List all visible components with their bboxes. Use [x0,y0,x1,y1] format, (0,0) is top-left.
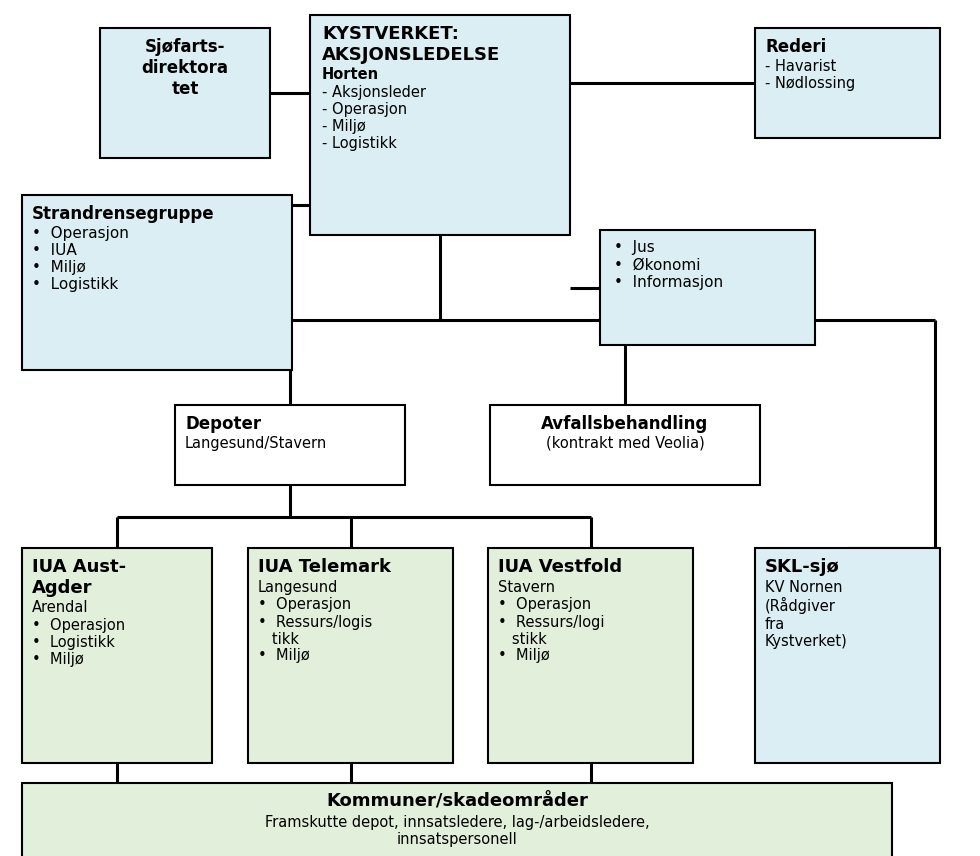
Text: •  Informasjon: • Informasjon [614,275,723,289]
FancyBboxPatch shape [755,548,940,763]
Text: - Havarist: - Havarist [765,58,836,74]
Text: •  Operasjon: • Operasjon [498,597,591,612]
Text: Rederi: Rederi [765,38,826,56]
FancyBboxPatch shape [22,548,212,763]
Text: - Miljø: - Miljø [322,119,366,134]
Text: •  Operasjon: • Operasjon [258,597,351,612]
Text: Arendal: Arendal [32,600,88,615]
Text: •  Miljø: • Miljø [32,260,86,275]
Text: (kontrakt med Veolia): (kontrakt med Veolia) [546,436,705,450]
Text: •  Ressurs/logis
   tikk: • Ressurs/logis tikk [258,615,372,647]
Text: - Aksjonsleder: - Aksjonsleder [322,85,426,99]
Text: Depoter: Depoter [185,415,261,433]
FancyBboxPatch shape [22,783,892,856]
Text: •  Operasjon: • Operasjon [32,617,125,633]
Text: •  Jus: • Jus [614,240,655,255]
Text: - Nødlossing: - Nødlossing [765,76,856,91]
Text: - Logistikk: - Logistikk [322,136,397,152]
Text: •  Ressurs/logi
   stikk: • Ressurs/logi stikk [498,615,605,647]
Text: IUA Aust-
Agder: IUA Aust- Agder [32,558,126,597]
Text: •  Miljø: • Miljø [32,652,83,667]
Text: Kommuner/skadeområder: Kommuner/skadeområder [326,793,588,811]
FancyBboxPatch shape [488,548,693,763]
FancyBboxPatch shape [600,230,815,345]
Text: •  IUA: • IUA [32,243,76,258]
Text: Sjøfarts-
direktora
tet: Sjøfarts- direktora tet [141,38,228,98]
Text: •  Logistikk: • Logistikk [32,635,115,650]
Text: IUA Telemark: IUA Telemark [258,558,391,576]
Text: innsatspersonell: innsatspersonell [397,832,517,847]
Text: •  Økonomi: • Økonomi [614,258,701,272]
Text: •  Logistikk: • Logistikk [32,277,119,293]
FancyBboxPatch shape [490,405,760,485]
Text: SKL-sjø: SKL-sjø [765,558,840,576]
Text: - Operasjon: - Operasjon [322,102,407,117]
Text: Langesund: Langesund [258,580,338,595]
FancyBboxPatch shape [755,28,940,138]
Text: Avfallsbehandling: Avfallsbehandling [541,415,709,433]
Text: IUA Vestfold: IUA Vestfold [498,558,622,576]
Text: Stavern: Stavern [498,580,555,595]
FancyBboxPatch shape [310,15,570,235]
Text: Horten: Horten [322,68,379,82]
Text: (Rådgiver
fra
Kystverket): (Rådgiver fra Kystverket) [765,597,848,649]
Text: KYSTVERKET:
AKSJONSLEDELSE: KYSTVERKET: AKSJONSLEDELSE [322,25,500,64]
FancyBboxPatch shape [100,28,270,158]
FancyBboxPatch shape [175,405,405,485]
FancyBboxPatch shape [22,195,292,370]
Text: Strandrensegruppe: Strandrensegruppe [32,205,215,223]
Text: •  Miljø: • Miljø [258,648,310,663]
Text: KV Nornen: KV Nornen [765,580,843,595]
FancyBboxPatch shape [248,548,453,763]
Text: •  Operasjon: • Operasjon [32,226,129,241]
Text: Framskutte depot, innsatsledere, lag-/arbeidsledere,: Framskutte depot, innsatsledere, lag-/ar… [265,815,650,830]
Text: Langesund/Stavern: Langesund/Stavern [185,436,327,450]
Text: •  Miljø: • Miljø [498,648,550,663]
